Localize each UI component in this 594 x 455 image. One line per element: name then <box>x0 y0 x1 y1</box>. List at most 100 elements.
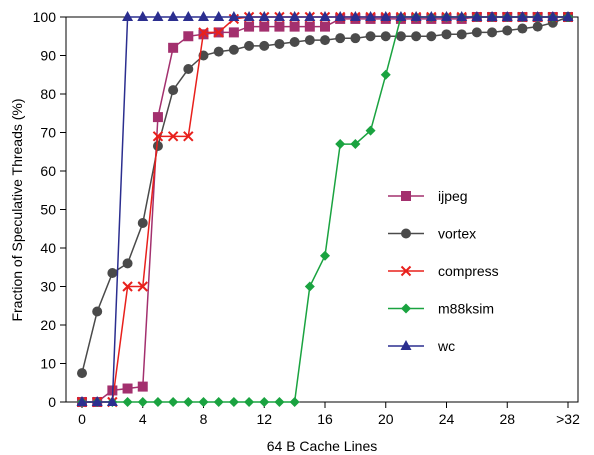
legend-label: m88ksim <box>438 301 494 317</box>
data-point-wc <box>76 396 88 406</box>
x-tick-label: 4 <box>139 411 147 427</box>
series-vortex <box>77 12 573 379</box>
y-tick-label: 100 <box>33 9 57 25</box>
data-point-compress <box>213 27 224 38</box>
data-point-wc <box>258 11 270 21</box>
data-point-vortex <box>395 31 406 42</box>
data-point-wc <box>365 11 377 21</box>
x-axis-title: 64 B Cache Lines <box>267 438 378 454</box>
series-line-wc <box>82 16 568 403</box>
data-point-m88ksim <box>304 281 315 292</box>
data-point-m88ksim <box>274 397 285 407</box>
data-point-compress <box>152 131 164 142</box>
data-point-m88ksim <box>137 397 148 407</box>
legend-marker <box>400 340 412 350</box>
legend-marker <box>400 265 412 277</box>
data-point-vortex <box>213 46 224 57</box>
data-point-vortex <box>244 40 255 51</box>
data-point-vortex <box>320 35 330 46</box>
data-point-m88ksim <box>152 397 163 407</box>
data-point-vortex <box>441 29 452 40</box>
series-line-vortex <box>81 16 569 374</box>
data-point-ijpeg <box>137 381 148 392</box>
data-point-m88ksim <box>122 397 133 407</box>
data-point-vortex <box>487 27 498 38</box>
data-point-wc <box>547 11 559 21</box>
y-tick-label: 80 <box>40 86 56 102</box>
data-point-vortex <box>152 140 163 151</box>
data-point-ijpeg <box>259 21 270 32</box>
y-tick-label: 50 <box>40 202 56 218</box>
x-tick-label: 12 <box>256 411 272 427</box>
data-point-compress <box>122 281 133 292</box>
data-point-wc <box>213 11 225 21</box>
data-point-vortex <box>502 25 513 36</box>
data-point-vortex <box>426 31 437 42</box>
y-tick-label: 10 <box>40 356 56 372</box>
data-point-vortex <box>259 40 270 51</box>
legend-marker <box>401 228 411 239</box>
data-point-wc <box>349 11 361 21</box>
data-point-vortex <box>274 38 285 49</box>
data-point-wc <box>319 11 331 21</box>
x-tick-label: 0 <box>78 411 86 427</box>
x-tick-label: >32 <box>556 411 580 427</box>
data-point-m88ksim <box>380 69 391 80</box>
y-tick-label: 20 <box>40 317 56 333</box>
data-point-wc <box>501 11 513 21</box>
data-point-vortex <box>411 31 422 42</box>
data-point-vortex <box>335 33 346 44</box>
data-point-m88ksim <box>213 397 224 407</box>
data-point-ijpeg <box>289 21 300 32</box>
series-line-m88ksim <box>82 16 568 403</box>
x-tick-label: 16 <box>317 411 333 427</box>
data-point-vortex <box>456 29 467 40</box>
data-point-ijpeg <box>304 21 315 32</box>
series-line-compress <box>82 16 568 403</box>
data-point-m88ksim <box>335 139 346 150</box>
series-m88ksim <box>77 12 573 407</box>
data-point-wc <box>106 396 118 406</box>
data-point-vortex <box>350 33 361 44</box>
legend-label: compress <box>438 263 499 279</box>
series-wc <box>76 11 574 406</box>
data-point-m88ksim <box>289 397 300 407</box>
x-tick-label: 8 <box>200 411 208 427</box>
data-point-vortex <box>289 37 300 48</box>
data-point-vortex <box>168 85 179 96</box>
data-point-vortex <box>532 21 543 32</box>
data-point-vortex <box>107 268 118 279</box>
data-point-wc <box>456 11 468 21</box>
legend-label: wc <box>437 338 455 354</box>
data-point-wc <box>198 11 209 21</box>
legend-marker <box>401 303 411 314</box>
data-point-vortex <box>380 31 391 42</box>
data-point-ijpeg <box>183 31 194 42</box>
data-point-wc <box>137 11 149 21</box>
data-point-ijpeg <box>228 27 239 38</box>
data-point-ijpeg <box>122 383 133 394</box>
data-point-vortex <box>183 63 194 74</box>
legend-item-wc: wc <box>388 338 455 354</box>
data-point-wc <box>425 11 437 21</box>
legend-item-compress: compress <box>388 263 499 279</box>
data-point-wc <box>167 11 179 21</box>
data-point-m88ksim <box>350 139 361 150</box>
legend-marker <box>401 191 411 201</box>
data-point-m88ksim <box>198 397 209 407</box>
data-point-wc <box>441 11 452 21</box>
data-point-wc <box>91 396 103 406</box>
data-point-vortex <box>122 258 133 269</box>
y-axis: 0 10 20 30 40 50 60 70 80 90 100 <box>33 9 66 410</box>
data-point-wc <box>228 11 240 21</box>
data-point-wc <box>122 11 134 21</box>
y-tick-label: 70 <box>40 125 56 141</box>
data-point-wc <box>289 11 301 21</box>
data-point-vortex <box>365 31 376 42</box>
data-point-m88ksim <box>320 250 330 261</box>
data-point-wc <box>486 11 498 21</box>
plot-area-frame <box>65 16 579 403</box>
data-point-m88ksim <box>228 397 239 407</box>
data-point-wc <box>532 11 544 21</box>
